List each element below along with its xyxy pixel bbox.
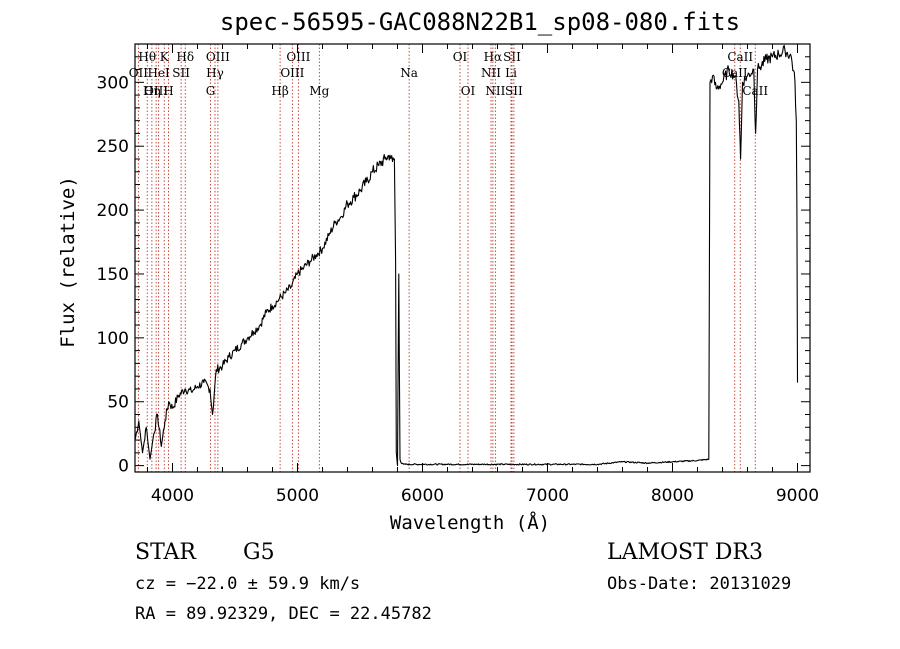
x-tick-label: 6000 <box>401 486 444 506</box>
spectral-line-label: OIII <box>144 84 168 98</box>
y-tick-label: 0 <box>118 457 129 477</box>
spectral-line-label: Hθ <box>138 50 156 64</box>
spectral-line-label: OII <box>129 66 149 80</box>
spectral-line-label: OIII <box>280 66 304 80</box>
y-tick-label: 300 <box>97 73 129 93</box>
survey-name: LAMOST DR3 <box>607 540 763 565</box>
y-tick-label: 100 <box>97 329 129 349</box>
x-tick-label: 9000 <box>776 486 819 506</box>
spectral-line-label: K <box>160 50 170 64</box>
spectral-line-label: Hγ <box>206 66 224 80</box>
chart-title: spec-56595-GAC088N22B1_sp08-080.fits <box>219 8 741 36</box>
x-axis-label: Wavelength (Å) <box>389 512 551 534</box>
y-axis-label: Flux (relative) <box>57 176 79 348</box>
object-class: STAR <box>135 540 196 565</box>
observation-date: Obs-Date: 20131029 <box>607 574 792 594</box>
spectral-line-label: CaII <box>742 84 768 98</box>
spectral-line-label: H <box>163 84 173 98</box>
spectral-line-label: OI <box>461 84 476 98</box>
spectral-line-label: Hη <box>143 84 161 98</box>
object-subclass: G5 <box>243 540 275 565</box>
x-tick-label: 4000 <box>151 486 194 506</box>
redshift-cz: cz = −22.0 ± 59.9 km/s <box>135 574 361 594</box>
spectral-line-label: Hα <box>484 50 503 64</box>
spectral-line-label: OI <box>453 50 468 64</box>
spectral-line-label: G <box>206 84 216 98</box>
spectrum-series-line <box>134 44 799 467</box>
spectral-line-label: OIII <box>286 50 310 64</box>
y-tick-label: 200 <box>97 201 129 221</box>
spectral-line-label: Li <box>505 66 517 80</box>
x-tick-label: 5000 <box>276 486 319 506</box>
ra-dec: RA = 89.92329, DEC = 22.45782 <box>135 604 432 624</box>
spectral-line-label: OIII <box>206 50 230 64</box>
y-tick-label: 250 <box>97 137 129 157</box>
y-tick-label: 150 <box>97 265 129 285</box>
spectral-line-label: NII <box>485 84 505 98</box>
spectral-line-label: Na <box>400 66 418 80</box>
spectral-line-label: SII <box>172 66 190 80</box>
spectral-line-label: SII <box>503 50 521 64</box>
spectral-line-label: CaII <box>727 50 753 64</box>
x-tick-label: 8000 <box>651 486 694 506</box>
spectral-line-label: HeI <box>147 66 170 80</box>
spectral-line-label: NII <box>481 66 501 80</box>
y-tick-label: 50 <box>107 393 129 413</box>
spectral-line-label: Mg <box>309 84 329 98</box>
x-tick-label: 7000 <box>526 486 569 506</box>
spectral-line-label: Hδ <box>176 50 194 64</box>
spectral-line-label: Hβ <box>271 84 288 98</box>
spectral-line-label: SII <box>505 84 523 98</box>
